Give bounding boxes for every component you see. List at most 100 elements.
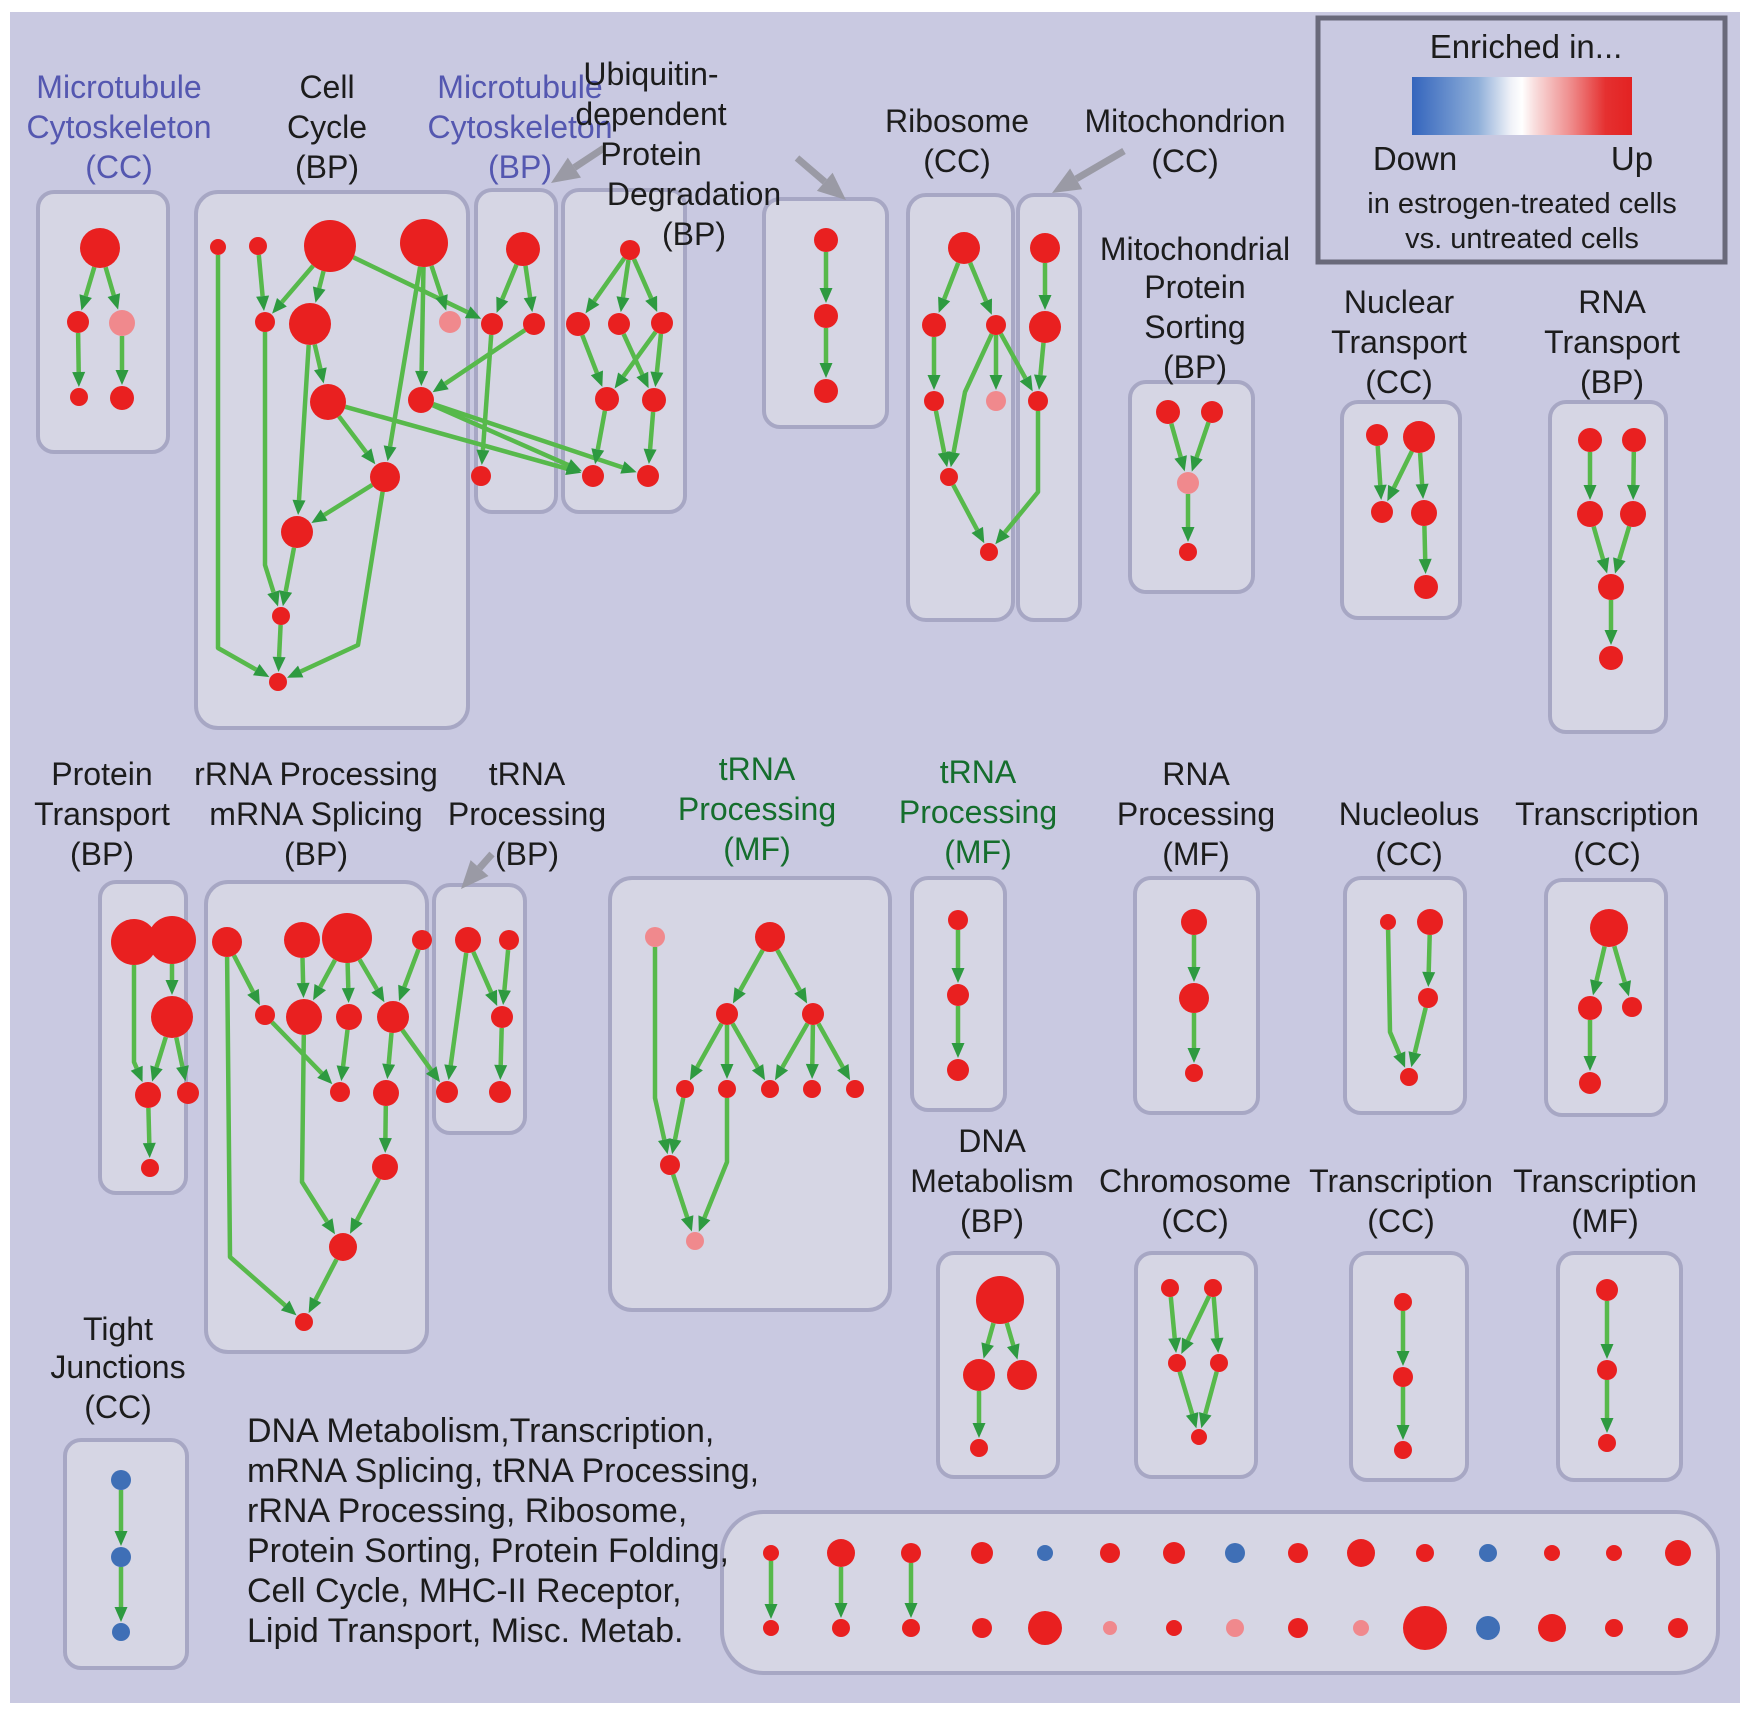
edge-line [400,1028,434,1072]
gene-node-up [1416,1544,1434,1562]
edge-line [345,962,351,989]
gene-node-up [676,1080,694,1098]
annotation-arrowhead-icon [1052,168,1083,193]
gene-node-up [1622,428,1646,452]
edge-arrowhead-icon [115,370,129,385]
gene-node-weak-up [1353,1620,1369,1636]
edge-line [270,1020,324,1075]
gene-node-up [637,465,659,487]
gene-node-up [761,1080,779,1098]
edge-arrowhead-icon [383,445,397,462]
gene-node-up [802,1003,824,1025]
gene-node-up [1371,501,1393,523]
edge-line [386,1032,394,1065]
gene-node-down [111,1547,131,1567]
edge-arrowhead-icon [464,306,482,319]
edge-arrowhead-icon [980,298,992,315]
annotation-arrow [794,155,828,185]
gene-node-up [329,1233,357,1261]
gene-node-up [1598,574,1624,600]
edge-line [256,254,265,297]
gene-node-up [499,930,519,950]
gene-node-up [1366,424,1388,446]
edge-arrowhead-icon [1583,1056,1597,1071]
gene-node-up [436,1081,458,1103]
edge-arrowhead-icon [142,1142,156,1158]
edge-arrowhead-icon [313,984,326,1001]
gene-node-up [70,388,88,406]
cluster-box-20 [1349,1251,1469,1482]
edge-arrowhead-icon [1590,979,1603,996]
cluster-box-18 [936,1251,1060,1479]
gene-node-up [210,239,226,255]
edge-line [500,263,519,300]
legend-box [1315,15,1728,265]
gene-node-up [1156,400,1180,424]
edge-line [299,491,385,674]
edge-arrowhead-icon [130,1065,143,1083]
cluster-label: mRNA Splicing [209,796,422,832]
edge-line [300,957,306,984]
cluster-label: Cytoskeleton [27,109,212,145]
edge-arrowhead-icon [256,295,270,311]
annotation-arrow [1074,147,1126,182]
edge-line [621,330,658,378]
gene-node-up [1028,391,1048,411]
edge-arrowhead-icon [565,459,582,472]
gene-node-up [1598,1434,1616,1452]
annotation-arrowhead-icon [816,172,846,200]
gene-node-up [304,220,356,272]
edge-arrowhead-icon [312,286,326,303]
edge-line [75,332,81,373]
gene-node-up [310,384,346,420]
edge-line [280,264,315,304]
edge-arrowhead-icon [591,448,605,465]
edge-arrowhead-icon [1613,557,1626,574]
edge-arrowhead-icon [794,987,808,1004]
gene-node-up [763,1620,779,1636]
edge-arrowhead-icon [308,1296,322,1314]
edge-arrowhead-icon [805,1063,819,1079]
cluster-label: (CC) [1573,836,1641,872]
cluster-label: (BP) [495,836,559,872]
gene-node-up [1393,1367,1413,1387]
cluster-label: Nucleolus [1339,796,1480,832]
cluster-label: Metabolism [910,1163,1074,1199]
edge-arrowhead-icon [165,980,179,995]
gene-node-down [112,1623,130,1641]
gene-node-up [1578,428,1602,452]
edge-arrowhead-icon [272,656,286,672]
gene-node-up [803,1080,821,1098]
cluster-label: Processing [678,791,836,827]
cluster-label: rRNA Processing [194,756,438,792]
edge-arrowhead-icon [287,665,304,678]
edge-arrowhead-icon [425,1066,440,1083]
edge-line [1594,945,1607,982]
gene-node-up [651,312,673,334]
gene-node-up [1191,1429,1207,1445]
edge-line [985,1322,996,1345]
edge-line [580,334,599,374]
edge-arrowhead-icon [494,1064,508,1080]
gene-node-up [970,1439,988,1457]
footnote-line: Lipid Transport, Misc. Metab. [247,1612,684,1650]
edge-line [215,255,258,672]
edge-arrowhead-icon [280,1300,297,1316]
edge-arrowhead-icon [1034,374,1047,390]
gene-node-up [284,922,320,958]
cluster-label: (BP) [70,836,134,872]
cluster-label: (BP) [284,836,348,872]
edge-line [429,265,444,298]
gene-node-up [67,311,89,333]
edge-line [1004,1322,1016,1346]
edge-arrowhead-icon [523,296,537,313]
edge-arrowhead-icon [1190,455,1203,472]
gene-node-up [1288,1618,1308,1638]
gene-node-up [272,607,290,625]
edge-arrowhead-icon [989,375,1003,390]
gene-node-up [608,313,630,335]
gene-node-up [1578,996,1602,1020]
edge-line [942,262,961,300]
gene-node-up [846,1080,864,1098]
